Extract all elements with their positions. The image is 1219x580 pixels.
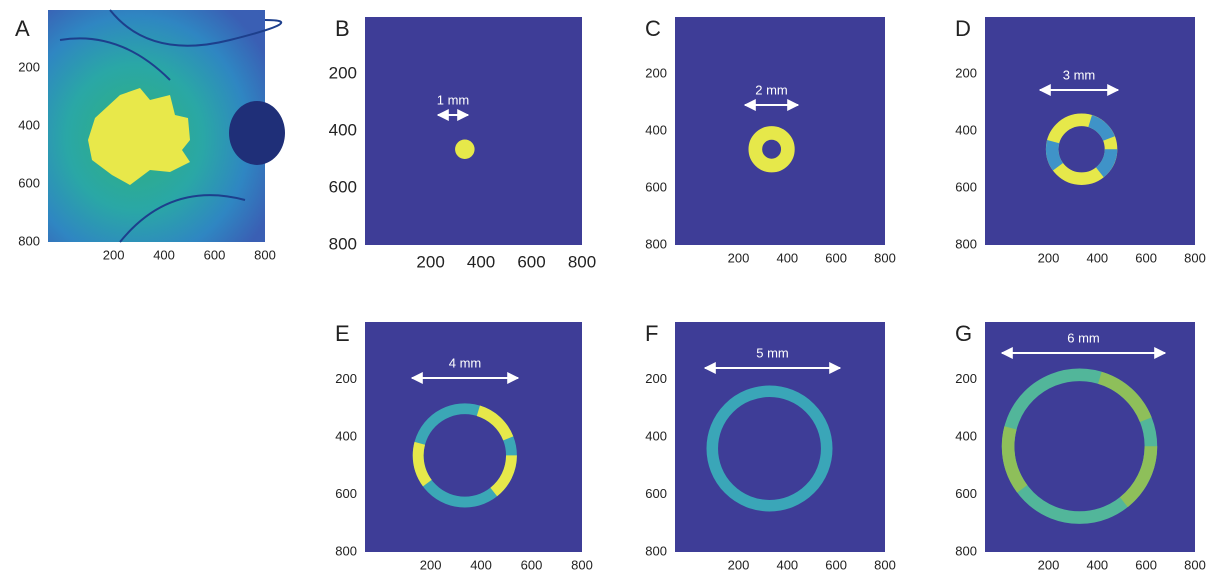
- x-tick-label: 800: [568, 252, 596, 271]
- y-tick-label: 600: [955, 486, 977, 501]
- x-tick-label: 400: [776, 250, 798, 265]
- image-background: [985, 17, 1195, 245]
- y-tick-label: 800: [645, 236, 667, 251]
- y-tick-label: 200: [329, 63, 357, 82]
- x-tick-label: 600: [825, 557, 847, 572]
- x-tick-label: 400: [467, 252, 495, 271]
- x-tick-label: 600: [825, 250, 847, 265]
- panel: E 4 mm 200 400 600 800 200 400 600 800: [335, 321, 593, 573]
- y-tick-label: 200: [18, 59, 40, 74]
- y-tick-label: 800: [18, 233, 40, 248]
- y-tick-label: 400: [335, 428, 357, 443]
- x-tick-label: 600: [204, 247, 226, 262]
- y-tick-label: 800: [955, 543, 977, 558]
- scale-label: 5 mm: [756, 345, 789, 360]
- panel-label: D: [955, 16, 971, 41]
- y-tick-label: 200: [955, 65, 977, 80]
- y-tick-label: 400: [645, 122, 667, 137]
- y-tick-label: 200: [955, 371, 977, 386]
- y-tick-label: 400: [645, 428, 667, 443]
- figure: A 200 400 600 800 200 400 600 800 B 1 mm 200 400 600 8…: [0, 0, 1219, 575]
- x-tick-label: 200: [1038, 250, 1060, 265]
- x-tick-label: 600: [1135, 250, 1157, 265]
- x-tick-label: 800: [254, 247, 276, 262]
- panel-label: B: [335, 16, 350, 41]
- y-tick-label: 200: [335, 371, 357, 386]
- x-tick-label: 400: [470, 557, 492, 572]
- y-tick-label: 200: [645, 371, 667, 386]
- y-tick-label: 600: [329, 177, 357, 196]
- y-tick-label: 800: [645, 543, 667, 558]
- y-tick-label: 800: [335, 543, 357, 558]
- x-tick-label: 200: [728, 250, 750, 265]
- x-tick-label: 200: [728, 557, 750, 572]
- scale-label: 6 mm: [1067, 330, 1100, 345]
- scale-label: 4 mm: [449, 355, 482, 370]
- y-tick-label: 800: [329, 234, 357, 253]
- y-tick-label: 600: [335, 486, 357, 501]
- scale-label: 1 mm: [437, 92, 470, 107]
- x-tick-label: 800: [571, 557, 593, 572]
- panel-label: G: [955, 321, 972, 346]
- x-tick-label: 800: [874, 250, 896, 265]
- scale-label: 3 mm: [1063, 67, 1096, 82]
- panel: A 200 400 600 800 200 400 600 800: [15, 10, 285, 262]
- x-tick-label: 400: [1086, 250, 1108, 265]
- x-tick-label: 600: [521, 557, 543, 572]
- x-tick-label: 400: [153, 247, 175, 262]
- x-tick-label: 800: [874, 557, 896, 572]
- x-tick-label: 800: [1184, 250, 1206, 265]
- y-tick-label: 400: [955, 428, 977, 443]
- x-tick-label: 800: [1184, 557, 1206, 572]
- scale-label: 2 mm: [755, 82, 788, 97]
- y-tick-label: 400: [329, 120, 357, 139]
- y-tick-label: 600: [645, 486, 667, 501]
- panel: F 5 mm 200 400 600 800 200 400 600 800: [645, 321, 896, 573]
- y-tick-label: 400: [955, 122, 977, 137]
- x-tick-label: 200: [1038, 557, 1060, 572]
- panel-label: E: [335, 321, 350, 346]
- y-tick-label: 600: [18, 175, 40, 190]
- ring: [455, 139, 475, 159]
- x-tick-label: 200: [420, 557, 442, 572]
- y-tick-label: 400: [18, 117, 40, 132]
- y-tick-label: 600: [645, 179, 667, 194]
- y-tick-label: 800: [955, 236, 977, 251]
- panel-label: C: [645, 16, 661, 41]
- y-tick-label: 200: [645, 65, 667, 80]
- image-background: [365, 17, 582, 245]
- panel: C 2 mm 200 400 600 800 200 400 600 800: [645, 16, 896, 266]
- x-tick-label: 600: [517, 252, 545, 271]
- x-tick-label: 400: [1086, 557, 1108, 572]
- x-tick-label: 200: [103, 247, 125, 262]
- panel: D 3 mm 200 400 600 800 200 400 600 800: [955, 16, 1206, 266]
- y-tick-label: 600: [955, 179, 977, 194]
- panel-label: F: [645, 321, 658, 346]
- panel-label: A: [15, 16, 30, 41]
- panel: G 6 mm 200 400 600 800 200 400 600 800: [955, 321, 1206, 573]
- panel: B 1 mm 200 400 600 800 200 400 600 800: [329, 16, 597, 272]
- x-tick-label: 600: [1135, 557, 1157, 572]
- optic-disc: [229, 101, 285, 165]
- x-tick-label: 400: [776, 557, 798, 572]
- x-tick-label: 200: [416, 252, 444, 271]
